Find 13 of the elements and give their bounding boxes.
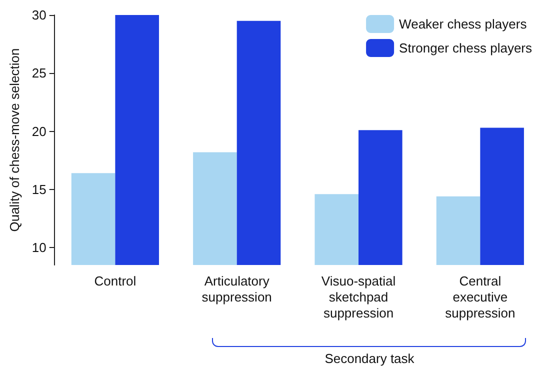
y-tick-label: 20	[32, 124, 46, 139]
text: Secondary task	[324, 351, 416, 366]
legend-label: Weaker chess players	[399, 16, 528, 32]
legend-label: Stronger chess players	[399, 40, 532, 56]
y-tick-label: 15	[32, 182, 46, 197]
x-tick-label: Control	[94, 274, 136, 288]
y-tick-label: 25	[32, 66, 46, 81]
y-axis-title: Quality of chess-move selection	[7, 48, 22, 232]
y-tick-label: 30	[32, 8, 46, 22]
y-tick-label: 10	[32, 240, 46, 256]
x-tick-label: Central executive suppression	[445, 274, 516, 320]
x-tick-label: Articulatory suppression	[202, 274, 272, 304]
x-tick-label: Visuo-spatial sketchpad suppression	[321, 274, 396, 320]
